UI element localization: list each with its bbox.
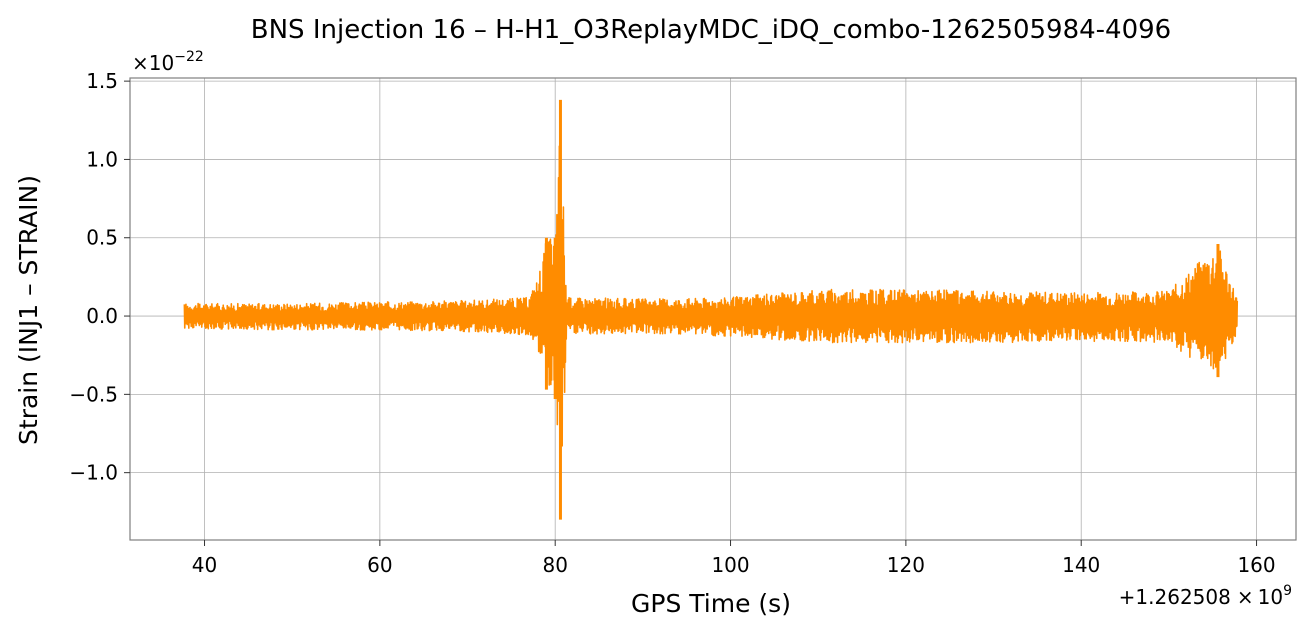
chart-title: BNS Injection 16 – H-H1_O3ReplayMDC_iDQ_… [251,15,1171,45]
x-offset-label: +1.262508 × 109 [1119,583,1292,609]
y-tick-label: −0.5 [69,382,118,406]
x-tick-label: 80 [542,553,567,577]
x-axis: 40 60 80 100 120 140 160 [192,540,1276,577]
y-tick-label: 0.5 [86,226,118,250]
y-tick-label: 0.0 [86,304,118,328]
strain-series-line [183,122,1239,480]
y-axis: −1.0 −0.5 0.0 0.5 1.0 1.5 [69,69,130,485]
y-tick-label: −1.0 [69,461,118,485]
y-multiplier: ×10−22 [132,49,204,75]
x-tick-label: 60 [367,553,392,577]
x-axis-label: GPS Time (s) [631,589,791,618]
y-axis-label: Strain (INJ1 – STRAIN) [14,175,43,445]
plot-area [183,99,1239,520]
x-tick-label: 40 [192,553,217,577]
axes-frame [129,77,1297,541]
x-tick-label: 140 [1062,553,1100,577]
x-tick-label: 100 [711,553,749,577]
y-tick-label: 1.0 [86,147,118,171]
x-tick-label: 120 [887,553,925,577]
x-tick-label: 160 [1237,553,1275,577]
y-tick-label: 1.5 [86,69,118,93]
